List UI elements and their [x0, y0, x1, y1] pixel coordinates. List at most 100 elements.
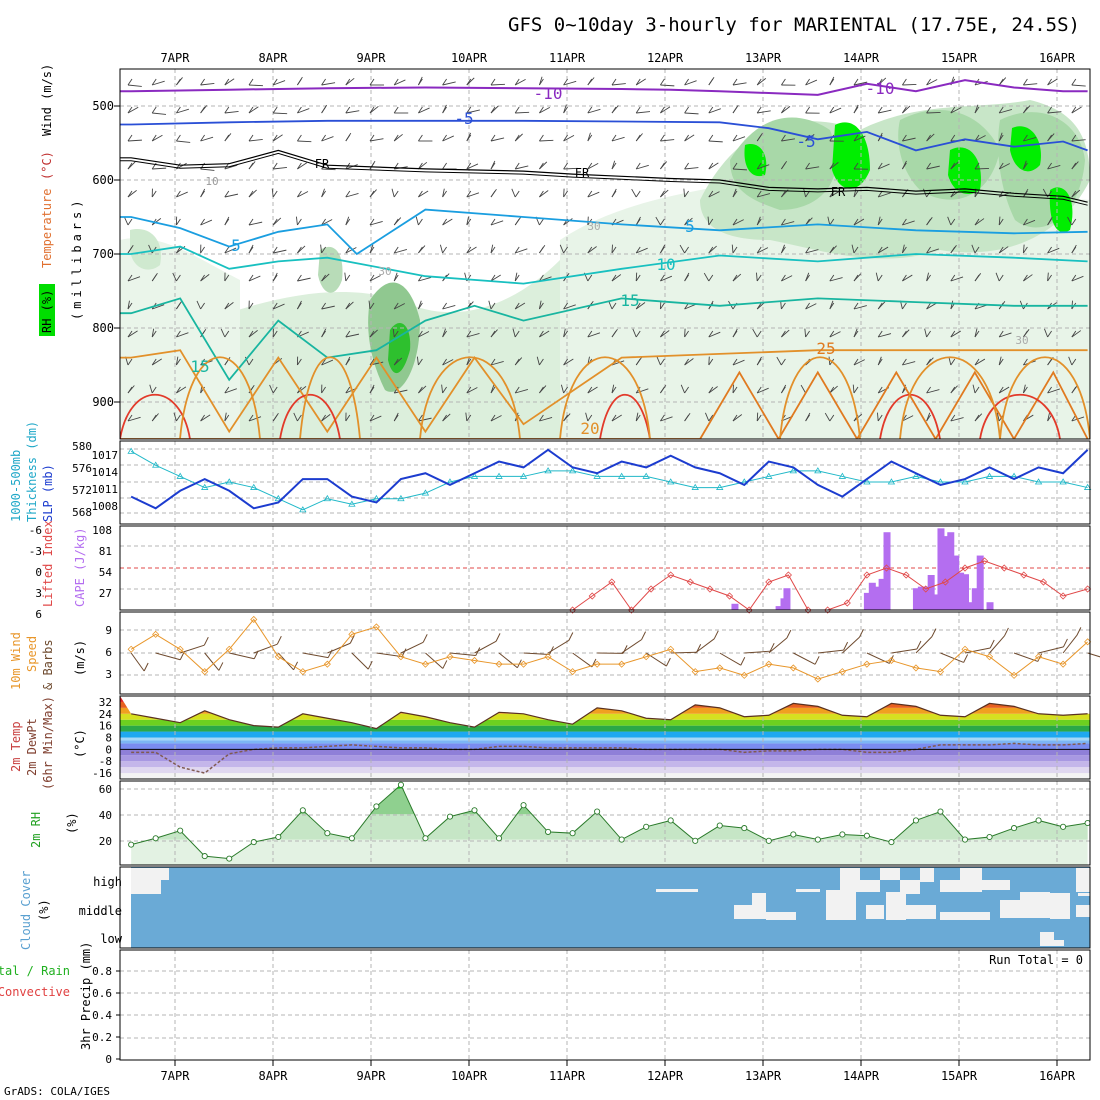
upper-barb-flag: [176, 134, 181, 142]
rh-marker: [863, 832, 870, 839]
upper-barb-flag: [684, 134, 689, 142]
rh-marker: [888, 839, 895, 846]
upper-barb-flag: [756, 134, 762, 142]
upper-barb-flag: [514, 218, 520, 226]
thickness-line-marker: [985, 472, 994, 479]
wind10m-ticks: 9 6 3: [105, 624, 112, 681]
isotherm-label: 5: [685, 217, 695, 236]
surface-barb: [817, 649, 844, 654]
upper-barb-flag: [151, 78, 157, 86]
temp-tick: -8: [99, 755, 112, 768]
cloud-level-low: low: [100, 932, 122, 946]
upper-barb: [539, 190, 549, 198]
upper-barb: [708, 108, 721, 114]
upper-barb: [176, 140, 191, 143]
upper-barb-flag: [151, 106, 157, 114]
upper-barb: [1071, 106, 1082, 114]
upper-barb: [151, 218, 162, 226]
upper-barb-flag: [853, 358, 859, 366]
upper-barb-flag: [466, 134, 472, 142]
upper-barb-flag: [224, 330, 230, 338]
rh-marker: [324, 830, 331, 837]
upper-barb-flag: [345, 218, 351, 226]
temp-band: [120, 719, 1090, 726]
upper-barb-flag: [224, 134, 230, 142]
rh-blob: [948, 147, 981, 195]
isotherm-1: [120, 119, 1088, 152]
upper-barb: [974, 358, 986, 366]
upper-barb-flag: [393, 134, 399, 142]
upper-barb: [853, 359, 865, 366]
upper-barb: [127, 190, 137, 198]
thickness-line-marker: [1059, 478, 1067, 485]
wind-speed-marker: [814, 675, 822, 683]
rh2m-unit: (%): [65, 812, 79, 834]
upper-barb-flag: [224, 106, 230, 114]
temp-tick: 16: [99, 720, 112, 733]
upper-barb: [173, 412, 177, 422]
upper-barb-flag: [297, 274, 302, 282]
li-marker: [804, 606, 812, 614]
upper-barb: [511, 188, 516, 198]
upper-barb-flag: [756, 414, 762, 422]
upper-barb-flag: [1023, 134, 1028, 142]
li-marker: [863, 571, 871, 579]
top-date-axis: 7APR 8APR 9APR 10APR 11APR 12APR 13APR 14APR 15A…: [161, 51, 1076, 65]
upper-barb-flag: [176, 246, 181, 254]
cloud-gap: [940, 880, 964, 892]
date-label-bottom: 7APR: [161, 1069, 191, 1083]
cape-frame: [119, 525, 1091, 611]
cloud-gap: [880, 868, 900, 880]
upper-barb-flag: [514, 246, 520, 254]
upper-barb: [803, 188, 807, 198]
temp2m-title-b: 2m DewPt: [25, 718, 39, 776]
upper-barb-flag: [224, 246, 230, 254]
upper-barb: [611, 360, 625, 366]
upper-barb-flag: [369, 358, 375, 366]
upper-barb-flag: [539, 358, 544, 366]
upper-barb-flag: [853, 162, 859, 170]
upper-barb-flag: [272, 246, 278, 254]
surface-barb: [449, 652, 476, 657]
upper-barb-flag: [514, 330, 520, 338]
precip-title-c: 3hr Precip (mm): [79, 942, 93, 1050]
chart-title: GFS 0~10day 3-hourly for MARIENTAL (17.7…: [508, 14, 1080, 36]
cloud-gaps: [131, 868, 1090, 946]
thickness-line-marker: [691, 483, 699, 490]
surface-barb: [253, 643, 278, 654]
upper-barb-flag: [418, 106, 423, 114]
upper-barb: [708, 140, 723, 143]
upper-barb-flag: [297, 302, 302, 310]
upper-barb-flag: [127, 78, 133, 86]
cloud-gap: [1040, 932, 1054, 946]
upper-barb-flag: [514, 162, 520, 170]
cape-bar: [947, 532, 955, 610]
cloud-level-middle: middle: [79, 904, 122, 918]
upper-barb-flag: [974, 218, 980, 226]
upper-barb: [248, 275, 261, 282]
li-marker: [627, 606, 636, 614]
upper-barb-flag: [272, 218, 278, 226]
upper-barb-flag: [1023, 358, 1028, 366]
upper-barb-flag: [224, 414, 230, 422]
upper-barb-flag: [635, 246, 641, 254]
upper-barb-flag: [1023, 246, 1028, 254]
upper-barb: [418, 161, 428, 170]
upper-barb-flag: [1047, 78, 1052, 86]
upper-barb: [947, 216, 952, 226]
upper-barb-flag: [708, 134, 714, 142]
upper-barb-flag: [781, 106, 786, 114]
upper-barb: [1047, 111, 1062, 114]
wind-tick: 9: [105, 624, 112, 637]
cloud-gap: [766, 912, 796, 920]
lifted-index-line: [569, 557, 1092, 614]
upper-barb: [829, 107, 842, 114]
upper-barb-flag: [684, 78, 689, 86]
upper-barb-flag: [466, 190, 472, 198]
upper-barb: [660, 84, 675, 87]
upper-barb-flag: [321, 134, 326, 142]
upper-barb: [1047, 78, 1058, 86]
upper-barb: [466, 246, 477, 254]
surface-barb-flag: [179, 651, 185, 660]
